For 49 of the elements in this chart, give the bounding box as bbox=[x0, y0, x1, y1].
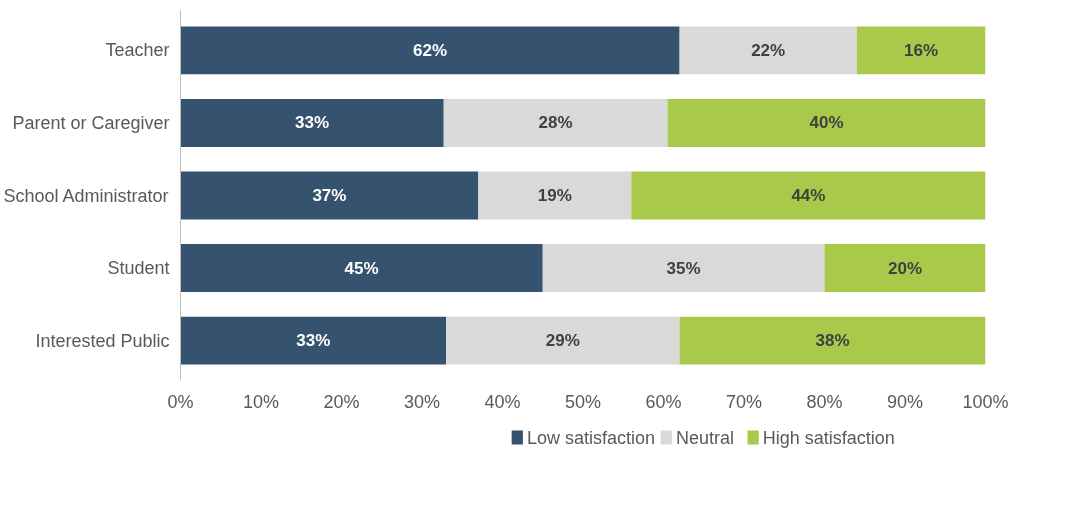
x-tick-label: 30% bbox=[403, 391, 441, 412]
bar bbox=[180, 26, 680, 75]
y-tick-label: Parent or Caregiver bbox=[12, 112, 170, 133]
bar bbox=[667, 99, 986, 147]
data-label: 19% bbox=[537, 186, 572, 205]
legend-label: Low satisfaction bbox=[526, 427, 655, 448]
bar bbox=[824, 244, 986, 292]
data-label: 44% bbox=[791, 186, 826, 205]
bar bbox=[443, 99, 668, 147]
data-label: 28% bbox=[538, 113, 573, 133]
x-tick-label: 20% bbox=[323, 391, 360, 412]
bar bbox=[446, 316, 680, 365]
data-label: 35% bbox=[666, 258, 701, 278]
data-label: 20% bbox=[887, 258, 923, 278]
data-label: 22% bbox=[751, 40, 786, 60]
x-tick-label: 50% bbox=[564, 391, 602, 412]
data-label: 29% bbox=[545, 331, 580, 351]
x-tick-label: 70% bbox=[725, 391, 763, 412]
data-label: 40% bbox=[809, 113, 844, 133]
bar bbox=[542, 244, 825, 292]
y-tick-label: Interested Public bbox=[35, 330, 170, 351]
x-tick-label: 10% bbox=[242, 391, 280, 412]
bar bbox=[180, 99, 444, 147]
data-label: 62% bbox=[413, 40, 448, 60]
x-tick-label: 40% bbox=[484, 391, 521, 412]
data-label: 37% bbox=[312, 186, 347, 205]
data-label: 16% bbox=[904, 40, 939, 60]
bar bbox=[180, 171, 479, 220]
bar bbox=[631, 171, 986, 220]
x-tick-label: 100% bbox=[962, 391, 1009, 412]
y-tick-label: Teacher bbox=[105, 40, 170, 61]
x-tick-label: 80% bbox=[806, 391, 843, 412]
y-tick-label: Student bbox=[107, 258, 170, 279]
bar bbox=[180, 244, 543, 292]
x-tick-label: 90% bbox=[886, 391, 924, 412]
legend-label: Neutral bbox=[675, 427, 734, 448]
y-tick-label: School Administrator bbox=[3, 185, 169, 206]
bar bbox=[856, 26, 986, 75]
data-label: 33% bbox=[296, 331, 331, 351]
bar bbox=[679, 316, 986, 365]
data-label: 33% bbox=[295, 113, 330, 133]
bar bbox=[679, 26, 857, 75]
x-tick-label: 0% bbox=[167, 391, 194, 412]
legend-label: High satisfaction bbox=[762, 427, 895, 448]
x-tick-label: 60% bbox=[645, 391, 682, 412]
data-label: 38% bbox=[815, 331, 850, 351]
data-label: 45% bbox=[344, 258, 379, 278]
bar bbox=[180, 316, 447, 365]
bar bbox=[478, 171, 632, 220]
